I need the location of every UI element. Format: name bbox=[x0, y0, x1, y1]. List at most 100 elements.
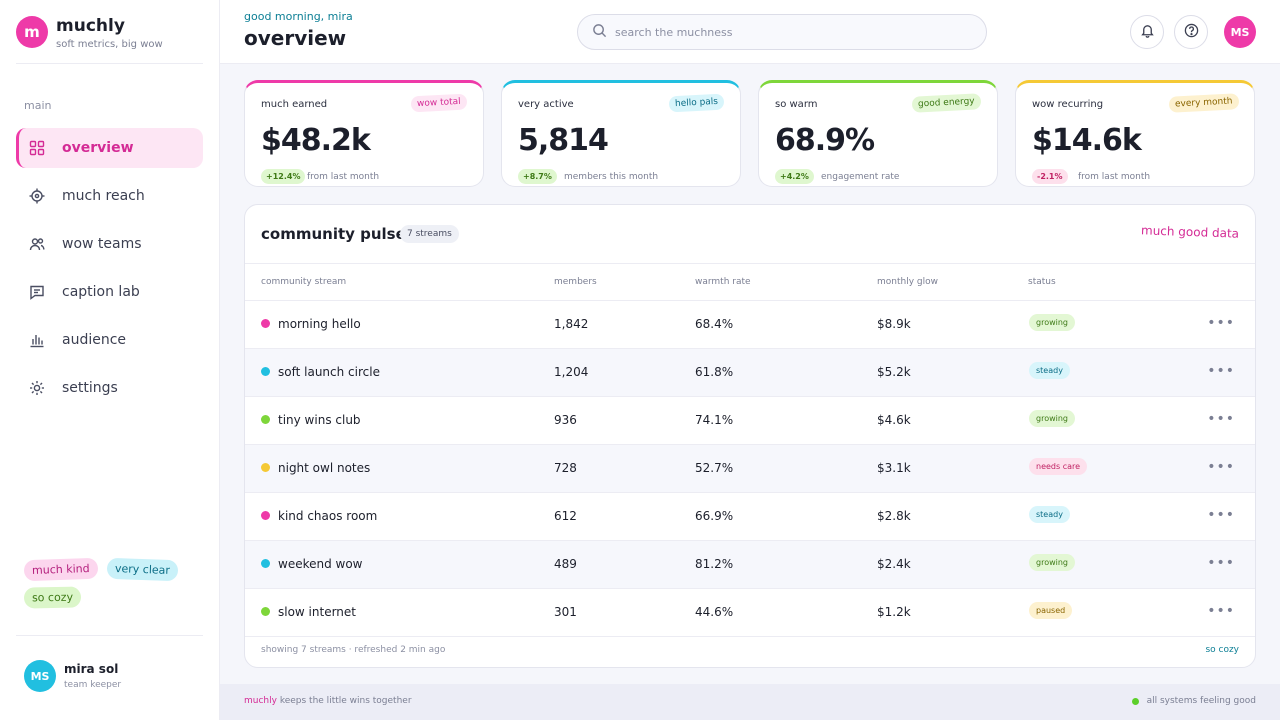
metric-badge: hello pals bbox=[668, 93, 725, 113]
metric-value: $14.6k bbox=[1032, 123, 1142, 158]
notifications-button[interactable] bbox=[1130, 15, 1164, 49]
chip-so-cozy[interactable]: so cozy bbox=[23, 586, 82, 609]
table-row[interactable]: slow internet 301 44.6% $1.2k paused ••• bbox=[245, 589, 1255, 637]
stream-name: night owl notes bbox=[278, 461, 371, 475]
stream-name: weekend wow bbox=[278, 557, 363, 571]
greeting: good morning, mira bbox=[244, 10, 353, 23]
status-badge: steady bbox=[1029, 362, 1070, 379]
members-value: 489 bbox=[554, 557, 577, 571]
table-row[interactable]: night owl notes 728 52.7% $3.1k needs ca… bbox=[245, 445, 1255, 493]
stream-color-dot bbox=[261, 367, 270, 376]
chip-much-kind[interactable]: much kind bbox=[23, 557, 98, 582]
help-button[interactable] bbox=[1174, 15, 1208, 49]
metric-label: much earned bbox=[261, 99, 328, 110]
status-badge: steady bbox=[1029, 506, 1070, 523]
more-options-icon[interactable]: ••• bbox=[1207, 507, 1235, 523]
sidebar: m muchly soft metrics, big wow main over… bbox=[0, 0, 220, 720]
members-value: 612 bbox=[554, 509, 577, 523]
sidebar-item-caption-lab[interactable]: caption lab bbox=[16, 272, 203, 312]
sidebar-divider bbox=[16, 63, 203, 64]
more-options-icon[interactable]: ••• bbox=[1207, 315, 1235, 331]
more-options-icon[interactable]: ••• bbox=[1207, 363, 1235, 379]
table-footer-note: showing 7 streams · refreshed 2 min ago bbox=[261, 645, 446, 655]
members-value: 301 bbox=[554, 605, 577, 619]
glow-value: $3.1k bbox=[877, 461, 911, 475]
brand-name: muchly bbox=[56, 16, 125, 36]
sidebar-item-label: audience bbox=[62, 332, 127, 348]
members-value: 936 bbox=[554, 413, 577, 427]
members-value: 1,204 bbox=[554, 365, 589, 379]
system-status-dot bbox=[1131, 697, 1139, 705]
stream-color-dot bbox=[261, 559, 270, 568]
glow-value: $1.2k bbox=[877, 605, 911, 619]
footer-brand: muchly bbox=[244, 696, 277, 706]
status-badge: paused bbox=[1029, 602, 1073, 619]
metric-badge: every month bbox=[1168, 93, 1239, 113]
status-badge: needs care bbox=[1029, 458, 1088, 475]
bar-chart-icon bbox=[28, 331, 46, 349]
stream-name: soft launch circle bbox=[278, 365, 380, 379]
table-row[interactable]: soft launch circle 1,204 61.8% $5.2k ste… bbox=[245, 349, 1255, 397]
search-input[interactable] bbox=[615, 25, 955, 39]
sidebar-item-label: overview bbox=[62, 140, 134, 156]
chip-very-clear[interactable]: very clear bbox=[106, 557, 178, 582]
metric-label: very active bbox=[518, 99, 574, 110]
table-footer-tag: so cozy bbox=[1205, 645, 1239, 655]
stream-color-dot bbox=[261, 511, 270, 520]
warmth-value: 68.4% bbox=[695, 317, 734, 331]
user-avatar-button[interactable]: MS bbox=[1224, 16, 1256, 48]
search-icon bbox=[592, 23, 607, 42]
stream-name: kind chaos room bbox=[278, 509, 378, 523]
metric-delta: +8.7% bbox=[518, 169, 557, 184]
brand[interactable]: m muchly soft metrics, big wow bbox=[16, 16, 163, 50]
sidebar-item-settings[interactable]: settings bbox=[16, 368, 203, 408]
user-role: team keeper bbox=[64, 680, 122, 690]
community-pulse-panel: community pulse 7 streams much good data… bbox=[244, 204, 1256, 668]
warmth-value: 66.9% bbox=[695, 509, 734, 523]
members-value: 1,842 bbox=[554, 317, 589, 331]
panel-tag: much good data bbox=[1140, 223, 1240, 241]
metric-value: 68.9% bbox=[775, 123, 875, 158]
panel-title: community pulse bbox=[261, 225, 406, 243]
metric-badge: good energy bbox=[911, 93, 982, 113]
column-header-stream[interactable]: community stream bbox=[261, 277, 347, 287]
table-row[interactable]: tiny wins club 936 74.1% $4.6k growing •… bbox=[245, 397, 1255, 445]
column-header-warmth[interactable]: warmth rate bbox=[695, 277, 751, 287]
sidebar-item-much-reach[interactable]: much reach bbox=[16, 176, 203, 216]
glow-value: $5.2k bbox=[877, 365, 911, 379]
metric-note: from last month bbox=[307, 172, 380, 182]
table-row[interactable]: kind chaos room 612 66.9% $2.8k steady •… bbox=[245, 493, 1255, 541]
metric-label: wow recurring bbox=[1032, 99, 1104, 110]
metric-note: members this month bbox=[564, 172, 659, 182]
brand-logo: m bbox=[16, 16, 48, 48]
sidebar-item-wow-teams[interactable]: wow teams bbox=[16, 224, 203, 264]
glow-value: $8.9k bbox=[877, 317, 911, 331]
table-header: community stream members warmth rate mon… bbox=[245, 263, 1255, 301]
more-options-icon[interactable]: ••• bbox=[1207, 555, 1235, 571]
status-badge: growing bbox=[1029, 554, 1075, 571]
table-row[interactable]: weekend wow 489 81.2% $2.4k growing ••• bbox=[245, 541, 1255, 589]
column-header-members[interactable]: members bbox=[554, 277, 597, 287]
users-icon bbox=[28, 235, 46, 253]
footer-text: keeps the little wins together bbox=[279, 696, 412, 706]
status-badge: growing bbox=[1029, 410, 1075, 427]
column-header-glow[interactable]: monthly glow bbox=[877, 277, 938, 287]
more-options-icon[interactable]: ••• bbox=[1207, 459, 1235, 475]
search-bar[interactable] bbox=[577, 14, 987, 50]
more-options-icon[interactable]: ••• bbox=[1207, 603, 1235, 619]
grid-icon bbox=[28, 139, 46, 157]
members-value: 728 bbox=[554, 461, 577, 475]
more-options-icon[interactable]: ••• bbox=[1207, 411, 1235, 427]
glow-value: $2.4k bbox=[877, 557, 911, 571]
help-icon bbox=[1184, 23, 1199, 42]
stream-color-dot bbox=[261, 415, 270, 424]
sidebar-item-audience[interactable]: audience bbox=[16, 320, 203, 360]
warmth-value: 81.2% bbox=[695, 557, 734, 571]
column-header-status[interactable]: status bbox=[1028, 277, 1056, 287]
user-name: mira sol bbox=[64, 662, 119, 676]
user-profile[interactable]: MS mira sol team keeper bbox=[24, 660, 121, 692]
sidebar-item-overview[interactable]: overview bbox=[16, 128, 203, 168]
metric-delta: +12.4% bbox=[261, 169, 306, 184]
table-row[interactable]: morning hello 1,842 68.4% $8.9k growing … bbox=[245, 301, 1255, 349]
metric-delta: +4.2% bbox=[775, 169, 814, 184]
